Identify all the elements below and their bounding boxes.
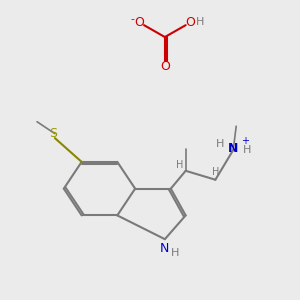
Text: O: O	[160, 60, 170, 73]
Text: O: O	[135, 16, 145, 29]
Text: H: H	[176, 160, 183, 170]
Text: H: H	[212, 167, 219, 177]
Text: H: H	[242, 145, 251, 155]
Text: N: N	[160, 242, 170, 255]
Text: S: S	[50, 127, 57, 140]
Text: +: +	[241, 136, 249, 146]
Text: H: H	[171, 248, 179, 257]
Text: H: H	[216, 139, 224, 149]
Text: H: H	[196, 17, 205, 27]
Text: -: -	[130, 14, 134, 24]
Text: O: O	[185, 16, 195, 29]
Text: N: N	[228, 142, 238, 155]
